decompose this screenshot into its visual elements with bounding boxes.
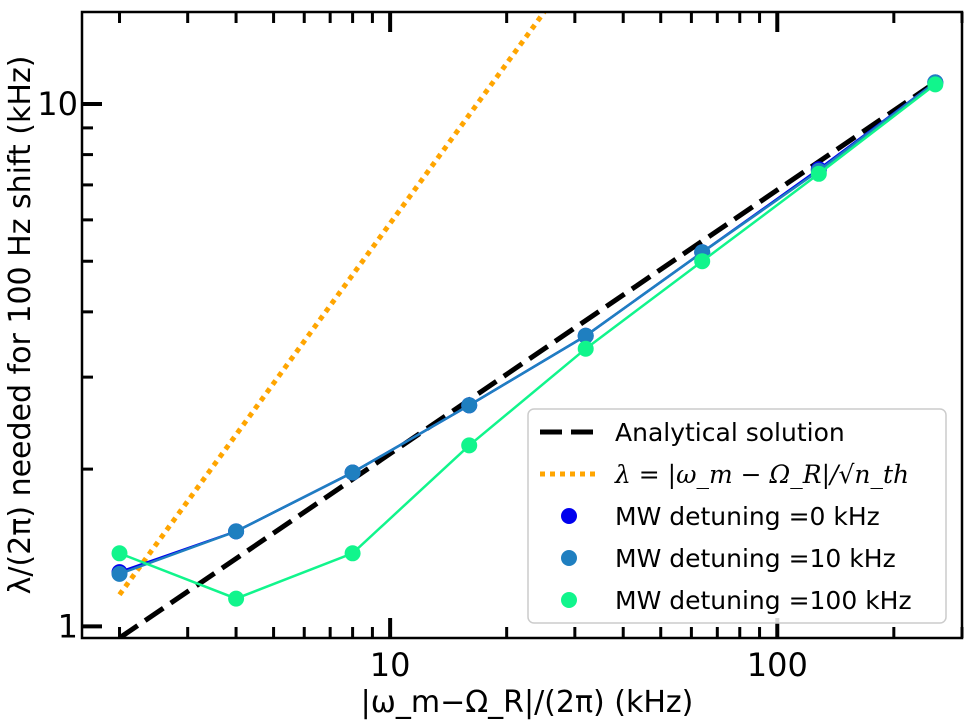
- data-point: [577, 340, 594, 357]
- legend-item: Analytical solution: [540, 418, 845, 447]
- data-point: [461, 437, 478, 454]
- data-point: [111, 545, 128, 562]
- series-layer: [111, 12, 944, 638]
- data-point: [228, 523, 245, 540]
- legend-label: MW detuning =0 kHz: [615, 502, 880, 531]
- x-axis-label: |ω_m−Ω_R|/(2π) (kHz): [361, 685, 694, 720]
- lambda-limit-line: [117, 12, 547, 597]
- legend-box: [527, 408, 947, 624]
- legend-swatch: [561, 592, 577, 608]
- series-0: [118, 80, 937, 638]
- y-axis-label: λ/(2π) needed for 100 Hz shift (kHz): [3, 56, 38, 595]
- legend-label: Analytical solution: [615, 418, 845, 447]
- data-point: [111, 565, 128, 582]
- series-4: [111, 76, 944, 607]
- legend-swatch: [561, 508, 577, 524]
- legend-label: MW detuning =10 kHz: [615, 544, 896, 573]
- data-point: [810, 165, 827, 182]
- data-point: [577, 327, 594, 344]
- legend: Analytical solution λ = |ω_m − Ω_R|/√n_th…: [527, 408, 947, 624]
- data-point: [344, 464, 361, 481]
- plot-frame: [80, 10, 964, 640]
- series-1: [117, 12, 547, 597]
- legend-label: MW detuning =100 kHz: [615, 586, 912, 615]
- data-point: [461, 397, 478, 414]
- legend-swatch: [561, 550, 577, 566]
- x-tick-label: 10: [370, 646, 411, 684]
- y-tick-label: 1: [58, 607, 78, 645]
- tick-layer: 10 100 1 10: [37, 12, 964, 684]
- y-tick-label: 10: [37, 85, 78, 123]
- series-line: [119, 83, 937, 600]
- legend-item: MW detuning =10 kHz: [561, 544, 896, 573]
- series-line: [119, 81, 937, 576]
- legend-item: MW detuning =0 kHz: [561, 502, 880, 531]
- data-point: [694, 253, 711, 270]
- data-point: [344, 545, 361, 562]
- analytical-line: [118, 80, 937, 638]
- legend-label: λ = |ω_m − Ω_R|/√n_th: [614, 460, 909, 490]
- data-point: [927, 76, 944, 93]
- legend-item: λ = |ω_m − Ω_R|/√n_th: [540, 460, 909, 490]
- data-point: [228, 590, 245, 607]
- legend-item: MW detuning =100 kHz: [561, 586, 912, 615]
- x-tick-label: 100: [747, 646, 808, 684]
